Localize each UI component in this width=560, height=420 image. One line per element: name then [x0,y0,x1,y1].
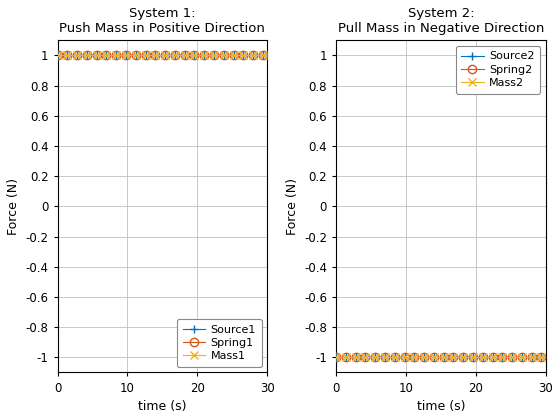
Spring1 [219,53,226,58]
Source2 [417,355,424,360]
Spring2 [510,355,516,360]
Spring1 [197,53,204,58]
Y-axis label: Force (N): Force (N) [7,178,20,235]
Mass2 [476,355,483,360]
Source1 [248,53,255,58]
Source2 [498,355,505,360]
Source2 [476,355,483,360]
Spring1 [248,53,255,58]
Line: Source2: Source2 [332,353,550,362]
Mass1 [231,53,237,58]
Mass2 [527,355,534,360]
Legend: Source1, Spring1, Mass1: Source1, Spring1, Mass1 [178,319,262,367]
Mass1 [248,53,255,58]
Mass2 [510,355,516,360]
Spring2 [498,355,505,360]
Spring1 [54,53,61,58]
Source1 [219,53,226,58]
Line: Source1: Source1 [53,51,271,60]
Mass2 [333,355,339,360]
Spring1 [146,53,152,58]
Line: Spring2: Spring2 [332,353,550,362]
Spring2 [476,355,483,360]
Source1 [231,53,237,58]
Source2 [542,355,549,360]
Mass1 [146,53,152,58]
Mass2 [417,355,424,360]
Mass1 [264,53,270,58]
Spring2 [527,355,534,360]
Mass2 [542,355,549,360]
Title: System 2:
Pull Mass in Negative Direction: System 2: Pull Mass in Negative Directio… [338,7,544,35]
Line: Spring1: Spring1 [53,51,271,60]
Line: Mass2: Mass2 [332,353,550,362]
Source1 [54,53,61,58]
Mass2 [424,355,431,360]
Spring2 [424,355,431,360]
Line: Mass1: Mass1 [53,51,271,60]
Mass1 [54,53,61,58]
Spring1 [264,53,270,58]
Title: System 1:
Push Mass in Positive Direction: System 1: Push Mass in Positive Directio… [59,7,265,35]
Source1 [264,53,270,58]
Source1 [197,53,204,58]
Mass1 [197,53,204,58]
Source2 [527,355,534,360]
Spring2 [417,355,424,360]
Spring1 [139,53,146,58]
Source2 [424,355,431,360]
Mass1 [219,53,226,58]
Spring1 [231,53,237,58]
Source2 [510,355,516,360]
Spring2 [333,355,339,360]
Y-axis label: Force (N): Force (N) [286,178,298,235]
X-axis label: time (s): time (s) [138,400,186,413]
Mass2 [498,355,505,360]
Legend: Source2, Spring2, Mass2: Source2, Spring2, Mass2 [456,46,540,94]
Source1 [146,53,152,58]
Spring2 [542,355,549,360]
Mass1 [139,53,146,58]
X-axis label: time (s): time (s) [417,400,465,413]
Source1 [139,53,146,58]
Source2 [333,355,339,360]
